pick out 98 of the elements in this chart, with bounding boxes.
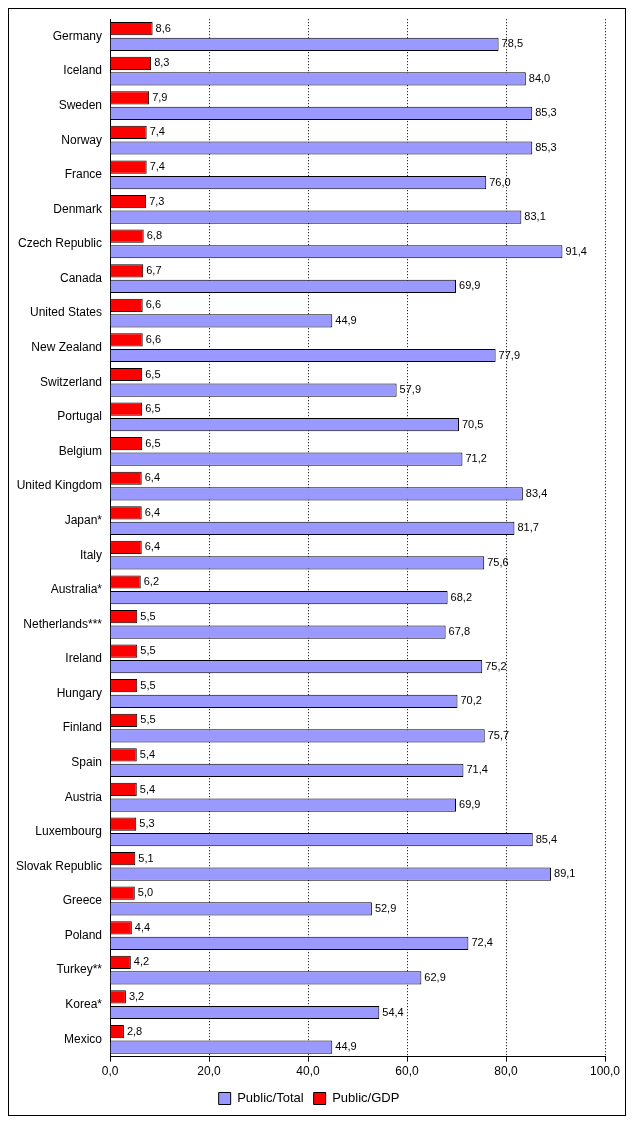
data-label: 71,4 (466, 763, 488, 776)
data-label: 77,9 (498, 348, 521, 361)
data-label: 5,4 (139, 747, 156, 760)
x-tick-label: 80,0 (494, 1064, 519, 1079)
data-label: 7,3 (149, 194, 165, 207)
data-label: 6,6 (145, 298, 162, 311)
y-tick-label: Italy (80, 547, 103, 562)
data-label: 69,9 (459, 798, 481, 811)
data-label: 6,2 (143, 575, 160, 588)
data-label: 5,5 (140, 644, 156, 657)
data-label: 6,4 (144, 540, 161, 553)
data-label: 57,9 (399, 383, 422, 396)
legend-label: Public/Total (237, 1090, 304, 1106)
y-tick-label: Czech Republic (18, 236, 103, 251)
data-label: 5,4 (139, 782, 156, 795)
data-label: 54,4 (382, 1005, 404, 1018)
data-label: 75,7 (487, 728, 510, 741)
y-tick-label: Germany (52, 28, 103, 43)
data-label: 6,5 (145, 367, 161, 380)
data-label: 83,4 (525, 486, 548, 499)
data-label: 44,9 (335, 313, 357, 326)
data-label: 67,8 (448, 625, 471, 638)
data-label: 89,1 (554, 867, 576, 880)
y-tick-label: France (64, 167, 103, 182)
y-tick-label: Ireland (65, 651, 103, 666)
x-tick-label: 20,0 (197, 1064, 222, 1079)
data-label: 7,9 (152, 90, 168, 103)
x-tick-label: 60,0 (395, 1064, 420, 1079)
y-tick-label: Luxembourg (35, 824, 103, 839)
data-label: 5,5 (140, 609, 156, 622)
data-label: 68,2 (450, 590, 473, 603)
data-label: 6,6 (145, 332, 162, 345)
data-label: 44,9 (335, 1040, 357, 1053)
y-tick-label: Switzerland (40, 374, 103, 389)
x-tick-label: 40,0 (296, 1064, 321, 1079)
data-label: 3,2 (128, 989, 145, 1002)
data-label: 83,1 (524, 210, 546, 223)
data-label: 4,2 (133, 955, 150, 968)
data-label: 7,4 (149, 160, 165, 173)
data-label: 2,8 (126, 1024, 143, 1037)
y-tick-label: Korea* (65, 997, 103, 1012)
y-tick-label: Norway (61, 132, 103, 147)
data-label: 5,1 (138, 851, 154, 864)
x-tick-label: 0,0 (101, 1064, 119, 1079)
data-label: 6,8 (146, 229, 162, 242)
data-label: 7,4 (149, 125, 165, 138)
data-label: 75,2 (485, 659, 507, 672)
y-tick-label: Finland (62, 720, 103, 735)
data-label: 70,2 (460, 694, 482, 707)
data-label: 6,4 (144, 505, 161, 518)
y-tick-label: Netherlands*** (23, 616, 103, 631)
y-tick-label: Poland (64, 927, 103, 942)
y-tick-label: Spain (71, 754, 103, 769)
y-tick-label: Japan* (64, 512, 103, 527)
data-label: 62,9 (424, 970, 446, 983)
data-label: 81,7 (517, 521, 539, 534)
data-label: 8,6 (155, 21, 171, 34)
data-label: 85,3 (535, 106, 557, 119)
data-label: 5,3 (139, 817, 155, 830)
y-tick-label: Slovak Republic (16, 858, 103, 873)
data-label: 69,9 (459, 279, 481, 292)
data-label: 70,5 (461, 417, 484, 430)
data-label: 52,9 (374, 901, 397, 914)
data-label: 71,2 (465, 452, 487, 465)
data-label: 6,5 (145, 402, 161, 415)
data-label: 75,6 (487, 556, 509, 568)
data-label: 76,0 (489, 175, 511, 188)
y-tick-label: United Kingdom (16, 478, 103, 493)
data-label: 6,5 (145, 436, 161, 449)
data-label: 5,5 (140, 713, 156, 726)
y-tick-label: Canada (60, 270, 103, 285)
y-tick-label: Austria (64, 789, 103, 804)
y-tick-label: Iceland (63, 63, 103, 78)
data-label: 4,4 (134, 920, 151, 933)
y-tick-label: Turkey** (56, 962, 103, 977)
y-tick-label: Portugal (57, 409, 103, 424)
data-label: 85,3 (535, 141, 557, 154)
y-tick-label: Greece (62, 893, 103, 908)
legend-label: Public/GDP (332, 1090, 400, 1106)
y-tick-label: United States (30, 305, 103, 320)
data-label: 91,4 (565, 244, 587, 257)
data-label: 5,0 (137, 886, 154, 899)
y-tick-label: Hungary (56, 685, 103, 700)
data-label: 85,4 (535, 832, 558, 845)
data-label: 72,4 (471, 936, 493, 949)
data-label: 78,5 (501, 37, 524, 50)
y-tick-label: Sweden (58, 97, 103, 112)
data-label: 8,3 (154, 56, 170, 69)
y-tick-label: Mexico (64, 1031, 103, 1046)
data-label: 6,7 (146, 263, 162, 276)
x-tick-label: 100,0 (589, 1064, 621, 1079)
data-label: 5,5 (140, 678, 156, 691)
y-tick-label: New Zealand (31, 340, 103, 355)
y-tick-label: Belgium (58, 443, 103, 458)
data-label: 84,0 (528, 71, 551, 84)
data-label: 6,4 (144, 471, 161, 484)
y-tick-label: Australia* (50, 582, 103, 597)
y-tick-label: Denmark (53, 201, 104, 216)
